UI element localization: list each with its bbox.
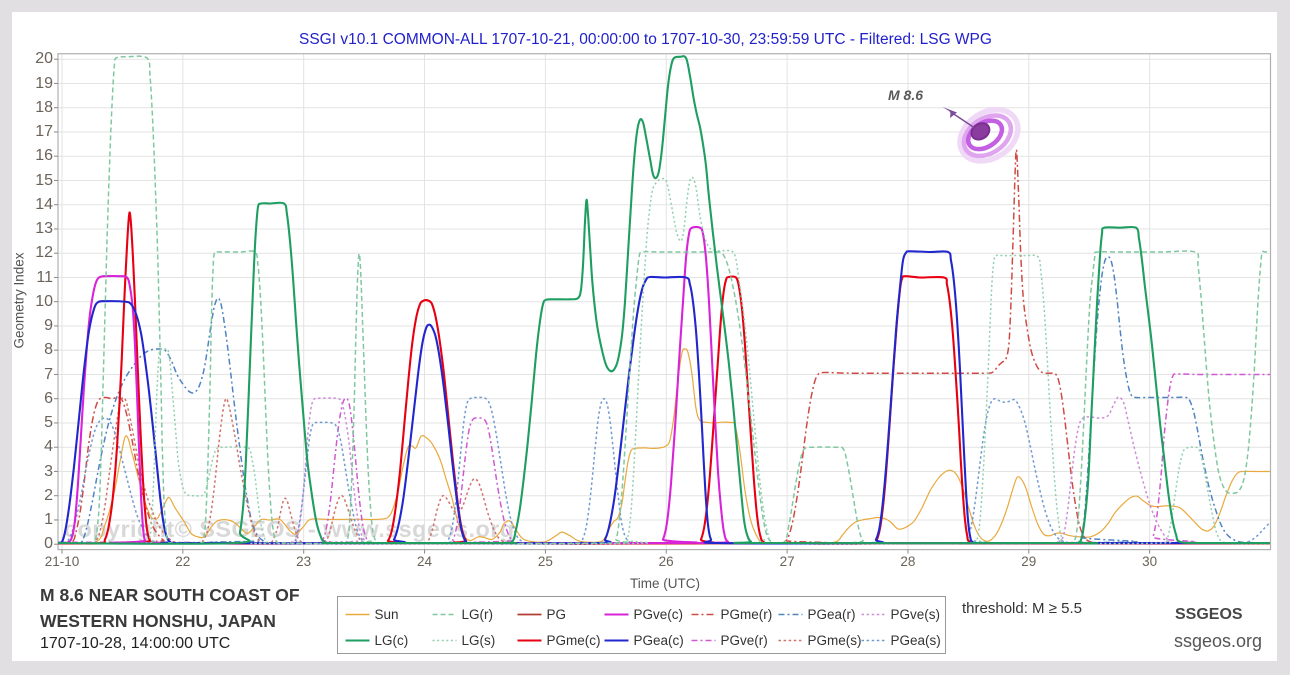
svg-text:PGme(r): PGme(r) — [721, 607, 773, 622]
svg-text:PG: PG — [547, 607, 567, 622]
svg-text:LG(c): LG(c) — [375, 633, 409, 648]
svg-text:PGve(c): PGve(c) — [634, 607, 684, 622]
svg-text:LG(r): LG(r) — [462, 607, 494, 622]
svg-text:LG(s): LG(s) — [462, 633, 496, 648]
svg-text:PGve(r): PGve(r) — [721, 633, 768, 648]
svg-text:PGme(c): PGme(c) — [547, 633, 601, 648]
svg-text:Sun: Sun — [375, 607, 399, 622]
svg-text:PGve(s): PGve(s) — [891, 607, 941, 622]
svg-text:M 8.6: M 8.6 — [888, 87, 923, 103]
svg-text:PGme(s): PGme(s) — [808, 633, 862, 648]
svg-text:PGea(c): PGea(c) — [634, 633, 684, 648]
svg-text:PGea(r): PGea(r) — [808, 607, 856, 622]
svg-text:PGea(s): PGea(s) — [891, 633, 941, 648]
